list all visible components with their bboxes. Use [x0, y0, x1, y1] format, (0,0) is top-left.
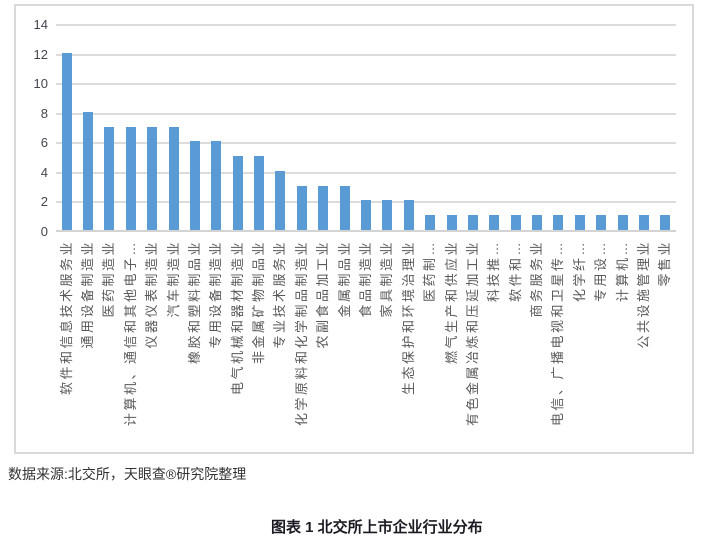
- bar: [446, 215, 457, 230]
- y-tick-label: 4: [40, 164, 48, 180]
- gridline: [56, 142, 676, 145]
- y-tick-label: 14: [33, 17, 48, 32]
- bar: [467, 215, 478, 230]
- source-note: 数据来源:北交所，天眼查®研究院整理: [8, 466, 247, 482]
- bar: [147, 126, 158, 230]
- bar: [318, 185, 329, 230]
- x-category-label: 医药制造业: [101, 240, 117, 318]
- bar: [232, 156, 243, 230]
- y-tick-label: 12: [33, 46, 48, 62]
- x-category-label: 金属制品业: [336, 240, 352, 318]
- x-category-label: 科技推…: [486, 240, 502, 303]
- x-category-label: 有色金属冶炼和压延加工业: [464, 240, 480, 427]
- gridline: [56, 83, 676, 86]
- x-category-label: 通用设备制造业: [80, 240, 96, 349]
- bar: [574, 215, 585, 230]
- plot-area: [56, 24, 676, 232]
- chart-caption: 图表 1 北交所上市企业行业分布: [271, 519, 483, 536]
- bar: [596, 215, 607, 230]
- bar: [168, 126, 179, 230]
- bar: [189, 141, 200, 230]
- x-category-label: 仪器仪表制造业: [144, 240, 160, 349]
- bar: [382, 200, 393, 230]
- y-tick-label: 10: [33, 76, 48, 92]
- y-tick-label: 0: [40, 224, 48, 239]
- x-category-label: 电气机械和器材制造业: [229, 240, 245, 396]
- bar: [638, 215, 649, 230]
- x-category-label: 医药制…: [422, 240, 438, 303]
- x-category-label: 农副食品加工业: [315, 240, 331, 349]
- bar: [275, 170, 286, 230]
- x-category-label: 零售业: [657, 240, 673, 287]
- y-tick-label: 8: [40, 105, 48, 121]
- x-category-label: 电信、广播电视和卫星传…: [550, 240, 566, 427]
- bar: [617, 215, 628, 230]
- x-category-label: 化学纤…: [571, 240, 587, 303]
- x-category-label: 计算机、通信和其他电子…: [122, 240, 138, 427]
- x-category-label: 生态保护和环境治理业: [400, 240, 416, 396]
- bar: [403, 200, 414, 230]
- x-category-label: 汽车制造业: [165, 240, 181, 318]
- bar: [660, 215, 671, 230]
- x-category-label: 专用设备制造业: [208, 240, 224, 349]
- y-tick-label: 6: [40, 135, 48, 151]
- x-category-label: 专用设…: [593, 240, 609, 303]
- bar: [510, 215, 521, 230]
- bar-chart: 0 2 4 6 8 10 12 14 软件和信息技术服务业 通用设备制造业 医药制造业 计算机、通信…: [14, 4, 694, 454]
- x-category-label: 公共设施管理业: [635, 240, 651, 349]
- x-category-label: 非金属矿物制品业: [251, 240, 267, 365]
- bar: [361, 200, 371, 230]
- x-category-label: 软件和信息技术服务业: [58, 240, 74, 396]
- x-category-label: 橡胶和塑料制品业: [186, 240, 202, 365]
- bar: [553, 215, 564, 230]
- x-category-label: 食品制造业: [358, 240, 373, 318]
- bar: [104, 126, 115, 230]
- x-category-label: 专业技术服务业: [272, 240, 288, 349]
- bar: [425, 215, 436, 230]
- bar: [254, 156, 265, 230]
- x-category-label: 计算机…: [614, 240, 630, 303]
- gridline: [56, 112, 676, 115]
- bar: [339, 185, 350, 230]
- gridline: [56, 24, 676, 26]
- x-category-label: 软件和…: [507, 240, 523, 303]
- bar: [61, 52, 72, 230]
- y-tick-label: 2: [40, 194, 48, 210]
- gridline: [56, 53, 676, 56]
- x-category-label: 商务服务业: [529, 240, 545, 318]
- bar: [532, 215, 543, 230]
- bar: [489, 215, 500, 230]
- bar: [211, 141, 222, 230]
- x-category-label: 家具制造业: [379, 240, 395, 318]
- bar: [296, 185, 307, 230]
- bar: [125, 126, 136, 230]
- gridline: [56, 171, 676, 174]
- x-category-label: 化学原料和化学制品制造业: [293, 240, 309, 427]
- bar: [83, 111, 94, 230]
- x-category-label: 燃气生产和供应业: [443, 240, 459, 365]
